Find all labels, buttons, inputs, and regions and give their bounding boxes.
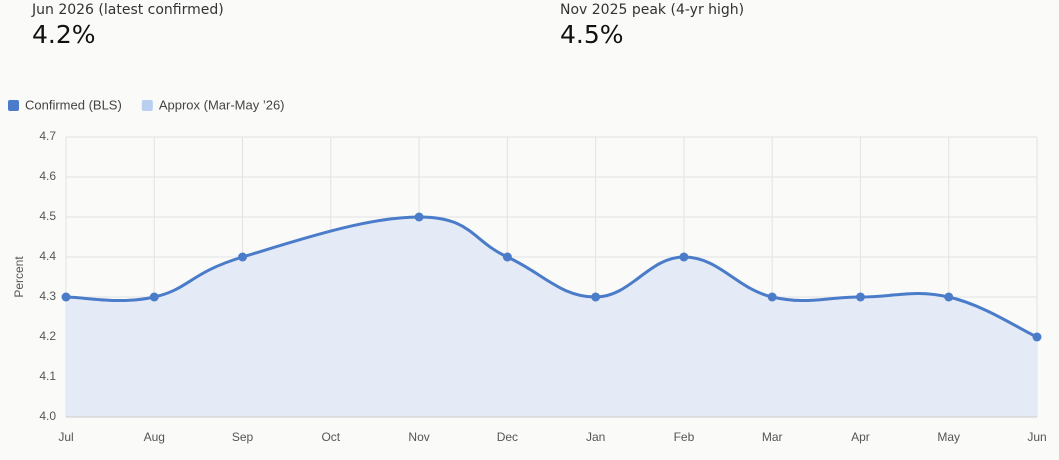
point	[767, 292, 777, 302]
legend-label: Confirmed (BLS)	[25, 97, 122, 112]
y-tick-label: 4.3	[39, 289, 56, 303]
point	[149, 292, 159, 302]
stat-value: 4.5%	[560, 20, 624, 49]
legend: Confirmed (BLS) Approx (Mar-May ’26)	[8, 97, 285, 112]
x-tick-label: Dec	[497, 430, 518, 444]
x-tick-label: Sep	[232, 430, 254, 444]
x-tick-label: Mar	[762, 430, 783, 444]
point	[944, 292, 954, 302]
stat-label: Nov 2025 peak (4-yr high)	[560, 2, 745, 18]
x-tick-label: Nov	[408, 430, 429, 444]
y-axis-label: Percent	[12, 256, 26, 298]
x-tick-label: Aug	[144, 430, 165, 444]
stat: Jun 2026 (latest confirmed) 4.2%	[32, 2, 224, 49]
point	[414, 212, 424, 222]
y-tick-label: 4.1	[39, 369, 56, 383]
x-tick-label: Apr	[851, 430, 870, 444]
legend-swatch	[141, 100, 153, 111]
y-tick-label: 4.2	[39, 329, 56, 343]
stat: Nov 2025 peak (4-yr high) 4.5%	[560, 2, 744, 49]
point	[855, 292, 865, 302]
x-tick-label: Jan	[586, 430, 605, 444]
y-tick-label: 4.5	[39, 209, 56, 223]
y-tick-label: 4.4	[39, 249, 56, 263]
y-tick-label: 4.6	[39, 169, 56, 183]
line	[65, 215, 1038, 339]
x-tick-label: Jun	[1027, 430, 1046, 444]
point	[679, 252, 689, 262]
point	[61, 292, 71, 302]
x-tick-label: Jul	[58, 430, 73, 444]
point	[591, 292, 601, 302]
point	[1032, 332, 1042, 342]
area	[66, 217, 1037, 417]
x-tick-label: Feb	[674, 430, 695, 444]
legend-label: Approx (Mar-May ’26)	[159, 97, 285, 112]
stat-value: 4.2%	[32, 20, 96, 49]
stat-label: Jun 2026 (latest confirmed)	[32, 2, 224, 18]
y-tick-label: 4.0	[39, 409, 56, 423]
point	[238, 252, 248, 262]
y-tick-label: 4.7	[39, 129, 56, 143]
x-tick-label: May	[937, 430, 960, 444]
legend-swatch	[8, 100, 19, 111]
x-tick-label: Oct	[321, 430, 340, 444]
point	[502, 252, 512, 262]
